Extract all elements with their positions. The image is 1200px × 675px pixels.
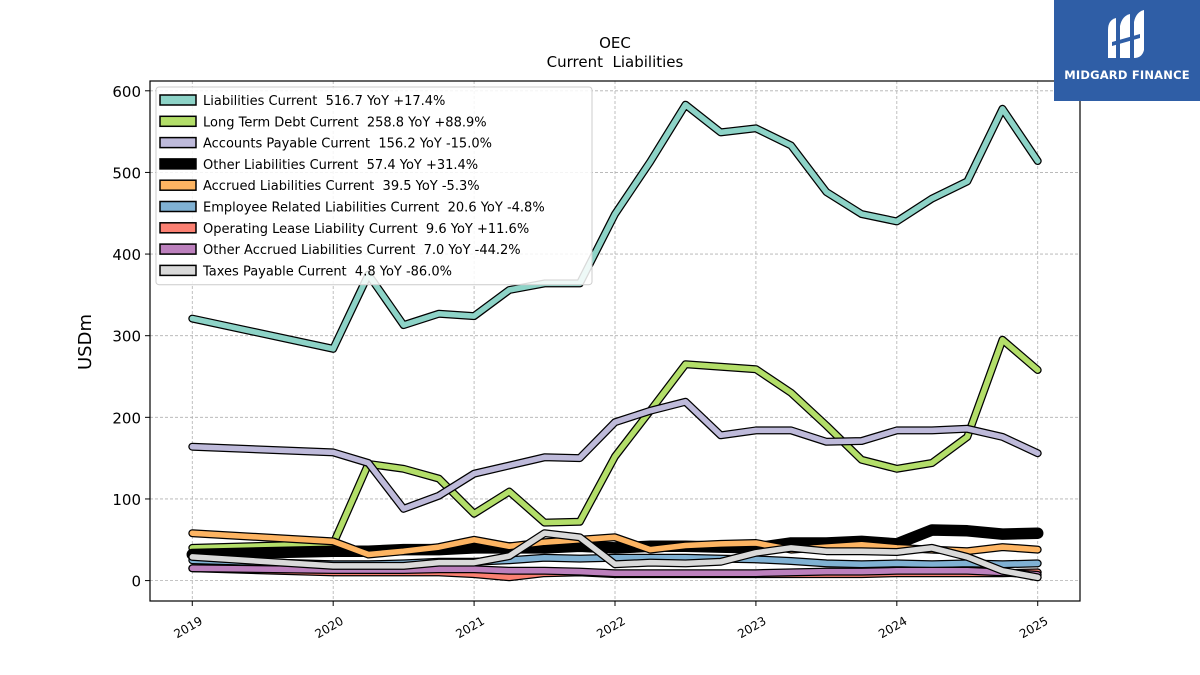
y-tick-label: 600	[112, 83, 141, 101]
legend-series-value: 156.2 YoY -15.0%	[370, 137, 492, 152]
legend-series-value: 7.0 YoY -44.2%	[415, 243, 520, 258]
legend-entry: Employee Related Liabilities Current 20.…	[203, 201, 545, 216]
legend-series-value: 516.7 YoY +17.4%	[317, 94, 445, 109]
legend-series-name: Accounts Payable Current	[203, 137, 370, 152]
y-tick-label: 200	[112, 409, 141, 427]
y-tick-label: 100	[112, 491, 141, 509]
legend-series-name: Long Term Debt Current	[203, 115, 359, 130]
legend-series-name: Other Liabilities Current	[203, 158, 358, 173]
legend-swatch	[159, 115, 197, 128]
legend-entry: Accounts Payable Current 156.2 YoY -15.0…	[203, 137, 492, 152]
brand-mark-icon	[1108, 10, 1144, 58]
series-line	[189, 399, 1041, 512]
legend-swatch	[159, 243, 197, 255]
legend-series-value: 20.6 YoY -4.8%	[439, 201, 544, 216]
y-tick-label: 400	[112, 246, 141, 264]
x-tick-label: 2022	[594, 614, 627, 641]
x-tick-label: 2019	[172, 614, 205, 641]
legend-series-value: 4.8 YoY -86.0%	[347, 264, 452, 279]
legend-series-value: 39.5 YoY -5.3%	[374, 179, 479, 194]
legend-series-name: Other Accrued Liabilities Current	[203, 243, 415, 258]
legend-box	[155, 86, 593, 286]
legend-series-name: Operating Lease Liability Current	[203, 222, 418, 237]
legend-series-name: Liabilities Current	[203, 94, 317, 109]
legend-swatch	[159, 158, 197, 170]
y-tick-label: 0	[131, 573, 141, 591]
legend-series-name: Taxes Payable Current	[202, 264, 347, 279]
legend-entry: Other Liabilities Current 57.4 YoY +31.4…	[203, 158, 478, 173]
y-axis-label: USDm	[75, 314, 96, 370]
series-line	[189, 337, 1041, 551]
series-other-accrued-liabilities-current	[188, 564, 1042, 579]
series-line	[189, 565, 1041, 578]
x-tick-label: 2023	[735, 614, 768, 641]
legend-entry: Taxes Payable Current 4.8 YoY -86.0%	[202, 264, 452, 279]
x-tick-label: 2020	[312, 614, 345, 641]
y-tick-label: 300	[112, 328, 141, 346]
chart-title: OEC	[599, 34, 631, 52]
legend-series-value: 258.8 YoY +88.9%	[359, 115, 487, 130]
series-taxes-payable-current	[188, 529, 1042, 582]
series-accounts-payable-current	[188, 397, 1042, 513]
series-liabilities-current	[188, 100, 1042, 353]
legend-series-name: Employee Related Liabilities Current	[203, 201, 439, 216]
y-tick-label: 500	[112, 164, 141, 182]
legend-entry: Long Term Debt Current 258.8 YoY +88.9%	[203, 115, 487, 130]
brand-logo: MIDGARD FINANCE	[1054, 0, 1200, 101]
legend-series-name: Accrued Liabilities Current	[203, 179, 374, 194]
legend-series-value: 57.4 YoY +31.4%	[358, 158, 478, 173]
legend-swatch	[159, 94, 197, 106]
legend-series-value: 9.6 YoY +11.6%	[418, 222, 530, 237]
x-tick-label: 2021	[453, 614, 486, 641]
legend: Liabilities Current 516.7 YoY +17.4% Long…	[155, 86, 593, 286]
legend-swatch	[159, 264, 197, 277]
legend-swatch	[159, 179, 197, 191]
legend-swatch	[159, 136, 197, 149]
x-tick-label: 2025	[1017, 614, 1050, 641]
chart-subtitle: Current Liabilities	[547, 53, 684, 71]
legend-entry: Accrued Liabilities Current 39.5 YoY -5.…	[203, 179, 480, 194]
x-tick-label: 2024	[876, 614, 909, 641]
legend-swatch	[159, 200, 197, 213]
series-lines	[186, 100, 1044, 582]
legend-entry: Other Accrued Liabilities Current 7.0 Yo…	[203, 243, 521, 258]
series-line	[189, 101, 1041, 352]
legend-entry: Operating Lease Liability Current 9.6 Yo…	[203, 222, 529, 237]
series-long-term-debt-current	[188, 335, 1042, 552]
series-line	[189, 530, 1041, 581]
legend-entry: Liabilities Current 516.7 YoY +17.4%	[203, 94, 445, 109]
brand-name: MIDGARD FINANCE	[1064, 68, 1190, 82]
legend-swatch	[159, 222, 197, 234]
